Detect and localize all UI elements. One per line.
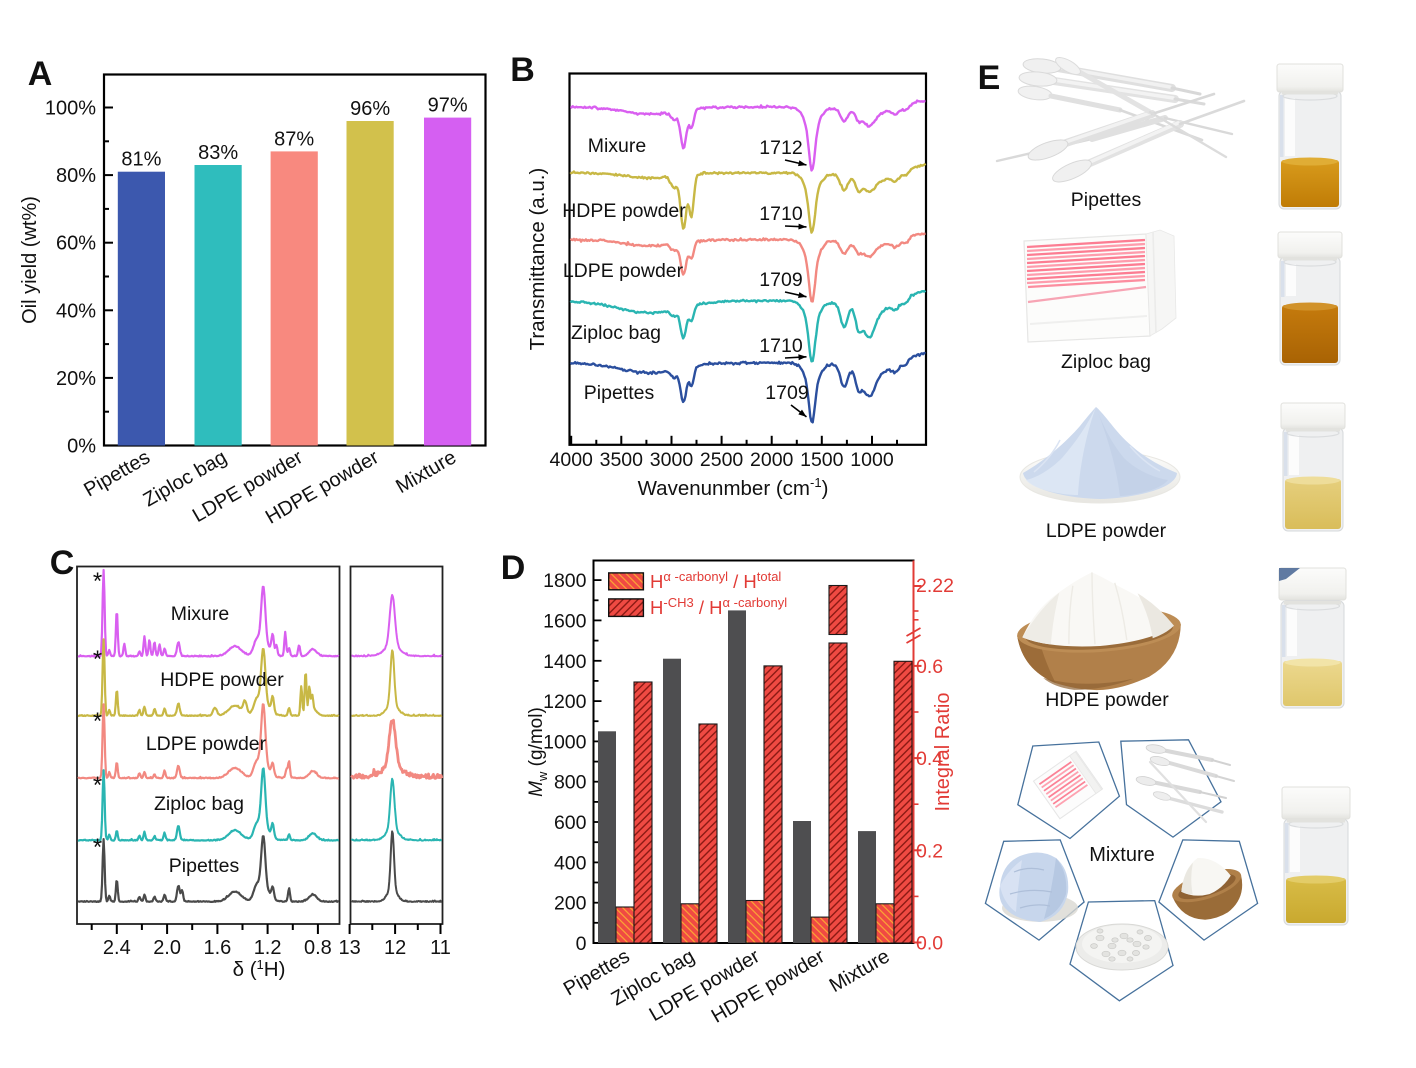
svg-text:1710: 1710 xyxy=(759,203,803,225)
svg-text:Mixure: Mixure xyxy=(171,603,230,625)
svg-text:Transmittance (a.u.): Transmittance (a.u.) xyxy=(526,168,549,351)
svg-text:1.6: 1.6 xyxy=(203,937,231,959)
svg-text:*: * xyxy=(93,834,102,861)
svg-text:HDPE powder: HDPE powder xyxy=(160,669,284,691)
svg-text:3500: 3500 xyxy=(600,449,644,471)
svg-text:0%: 0% xyxy=(67,436,96,458)
svg-text:Integral Ratio: Integral Ratio xyxy=(932,693,954,812)
svg-text:1.2: 1.2 xyxy=(254,937,282,959)
svg-text:0.8: 0.8 xyxy=(304,937,332,959)
svg-text:*: * xyxy=(93,772,102,799)
svg-text:1800: 1800 xyxy=(543,570,587,592)
svg-text:1400: 1400 xyxy=(543,651,587,673)
svg-text:HDPE powder: HDPE powder xyxy=(562,200,686,222)
svg-text:13: 13 xyxy=(338,937,360,959)
svg-text:400: 400 xyxy=(554,852,587,874)
svg-text:200: 200 xyxy=(554,893,587,915)
svg-text:11: 11 xyxy=(430,937,451,959)
svg-text:Ziploc bag: Ziploc bag xyxy=(571,322,661,344)
svg-text:E: E xyxy=(978,59,1001,97)
svg-text:0.0: 0.0 xyxy=(916,933,943,955)
svg-text:*: * xyxy=(93,568,102,595)
svg-text:Mixture: Mixture xyxy=(1089,844,1155,866)
svg-text:2.0: 2.0 xyxy=(153,937,181,959)
svg-text:2500: 2500 xyxy=(700,449,744,471)
svg-text:81%: 81% xyxy=(121,149,161,171)
svg-text:100%: 100% xyxy=(45,98,96,120)
svg-text:1709: 1709 xyxy=(765,382,808,404)
svg-text:Pipettes: Pipettes xyxy=(169,855,240,877)
svg-text:40%: 40% xyxy=(56,300,96,322)
svg-text:96%: 96% xyxy=(350,98,390,120)
svg-text:A: A xyxy=(28,55,53,93)
svg-text:1710: 1710 xyxy=(759,335,803,357)
svg-text:Pipettes: Pipettes xyxy=(1071,189,1142,211)
svg-text:*: * xyxy=(93,646,102,673)
svg-text:83%: 83% xyxy=(198,142,238,164)
svg-text:2000: 2000 xyxy=(750,449,794,471)
svg-text:Ziploc bag: Ziploc bag xyxy=(154,793,244,815)
svg-text:1600: 1600 xyxy=(543,610,587,632)
svg-text:800: 800 xyxy=(554,772,587,794)
svg-text:1200: 1200 xyxy=(543,691,587,713)
svg-text:Ziploc bag: Ziploc bag xyxy=(1061,351,1151,373)
svg-text:60%: 60% xyxy=(56,233,96,255)
svg-text:0.6: 0.6 xyxy=(916,656,943,678)
svg-text:80%: 80% xyxy=(56,165,96,187)
svg-text:LDPE powder: LDPE powder xyxy=(563,260,684,282)
svg-text:1000: 1000 xyxy=(543,731,587,753)
svg-text:87%: 87% xyxy=(274,128,314,150)
svg-text:Pipettes: Pipettes xyxy=(584,382,655,404)
svg-text:Wavenunmber (cm-1): Wavenunmber (cm-1) xyxy=(638,475,829,500)
svg-text:600: 600 xyxy=(554,812,587,834)
svg-text:B: B xyxy=(510,51,535,89)
svg-text:20%: 20% xyxy=(56,368,96,390)
svg-text:*: * xyxy=(93,708,102,735)
svg-text:0.4: 0.4 xyxy=(916,748,943,770)
svg-text:Mw (g/mol): Mw (g/mol) xyxy=(526,707,550,797)
svg-text:C: C xyxy=(50,544,75,582)
svg-text:2.4: 2.4 xyxy=(103,937,131,959)
svg-text:97%: 97% xyxy=(428,95,468,117)
svg-text:1500: 1500 xyxy=(800,449,844,471)
svg-text:1000: 1000 xyxy=(850,449,894,471)
svg-text:HDPE powder: HDPE powder xyxy=(1045,689,1169,711)
svg-text:2.22: 2.22 xyxy=(916,575,954,597)
svg-text:0.2: 0.2 xyxy=(916,840,943,862)
svg-text:1712: 1712 xyxy=(759,137,802,159)
svg-text:12: 12 xyxy=(384,937,406,959)
svg-text:D: D xyxy=(501,549,526,587)
svg-text:Oil yield (wt%): Oil yield (wt%) xyxy=(19,196,41,324)
svg-text:Mixure: Mixure xyxy=(588,135,647,157)
svg-text:1709: 1709 xyxy=(759,269,802,291)
svg-text:0: 0 xyxy=(576,933,587,955)
svg-text:LDPE powder: LDPE powder xyxy=(146,733,267,755)
svg-text:δ (1H): δ (1H) xyxy=(233,957,286,981)
svg-text:3000: 3000 xyxy=(650,449,694,471)
svg-text:LDPE powder: LDPE powder xyxy=(1046,520,1167,542)
svg-text:4000: 4000 xyxy=(550,449,594,471)
